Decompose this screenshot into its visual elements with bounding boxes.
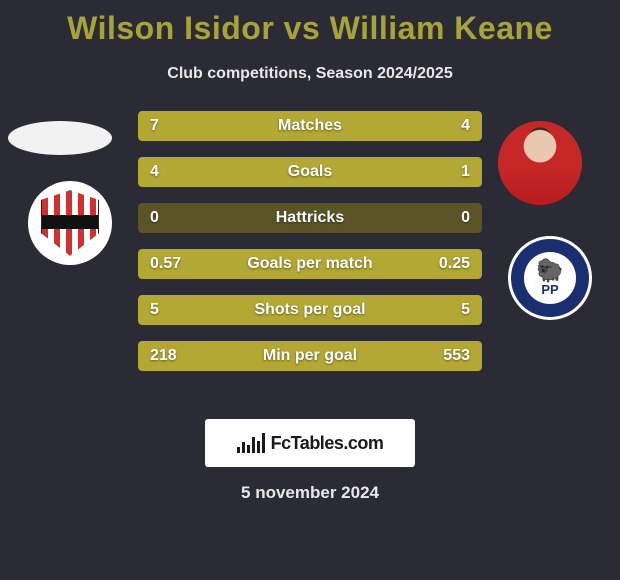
player1-name: Wilson Isidor bbox=[67, 10, 274, 46]
footer-date: 5 november 2024 bbox=[0, 483, 620, 503]
stat-label: Hattricks bbox=[138, 203, 482, 233]
player1-club-crest bbox=[28, 181, 112, 265]
player2-avatar bbox=[498, 121, 582, 205]
comparison-bars: 74Matches 41Goals 00Hattricks 0.570.25Goals… bbox=[138, 111, 482, 387]
stat-label: Min per goal bbox=[138, 341, 482, 371]
player2-club-crest: 🐑PP bbox=[508, 236, 592, 320]
stat-row: 55Shots per goal bbox=[138, 295, 482, 325]
stat-label: Goals per match bbox=[138, 249, 482, 279]
subtitle: Club competitions, Season 2024/2025 bbox=[0, 65, 620, 83]
stat-row: 41Goals bbox=[138, 157, 482, 187]
brand-badge: FcTables.com bbox=[205, 419, 415, 467]
stats-area: 🐑PP 74Matches 41Goals 00Hattricks 0.570.25G… bbox=[0, 111, 620, 411]
page-title: Wilson Isidor vs William Keane bbox=[0, 0, 620, 47]
stat-label: Matches bbox=[138, 111, 482, 141]
stat-row: 0.570.25Goals per match bbox=[138, 249, 482, 279]
title-joiner: vs bbox=[284, 10, 321, 46]
player1-avatar bbox=[8, 121, 112, 155]
brand-text: FcTables.com bbox=[271, 433, 384, 454]
stat-row: 218553Min per goal bbox=[138, 341, 482, 371]
brand-logo-icon bbox=[237, 433, 265, 453]
player2-name: William Keane bbox=[330, 10, 553, 46]
stat-label: Shots per goal bbox=[138, 295, 482, 325]
stat-row: 00Hattricks bbox=[138, 203, 482, 233]
stat-label: Goals bbox=[138, 157, 482, 187]
stat-row: 74Matches bbox=[138, 111, 482, 141]
